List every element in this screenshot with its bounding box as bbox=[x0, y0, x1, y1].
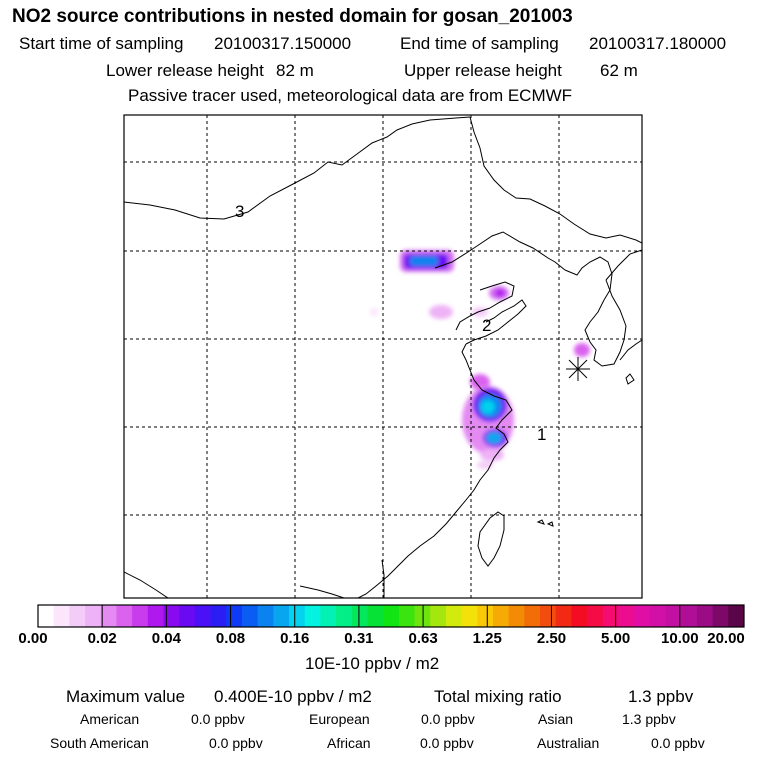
colorbar-swatch bbox=[445, 605, 463, 627]
colorbar-tick-label: 0.31 bbox=[344, 630, 374, 647]
colorbar-swatch bbox=[257, 605, 274, 627]
colorbar-swatch bbox=[398, 605, 416, 627]
region-name: South American bbox=[50, 735, 149, 751]
colorbar-swatch bbox=[681, 605, 698, 627]
marker-1: 1 bbox=[537, 425, 546, 444]
start-time-value: 20100317.150000 bbox=[214, 34, 352, 53]
colorbar-swatch bbox=[210, 605, 227, 627]
colorbar-swatch bbox=[179, 605, 196, 627]
colorbar-tick-label: 2.50 bbox=[536, 630, 567, 647]
map-frame bbox=[123, 114, 643, 599]
colorbar-swatch bbox=[602, 605, 619, 627]
total-mixing-value: 1.3 ppbv bbox=[628, 687, 694, 706]
colorbar bbox=[37, 604, 745, 628]
colorbar-swatch bbox=[38, 605, 55, 627]
grid-lines bbox=[124, 115, 642, 598]
max-value: 0.400E-10 ppbv / m2 bbox=[214, 687, 372, 706]
colorbar-swatch bbox=[304, 605, 321, 627]
colorbar-swatch bbox=[555, 605, 572, 627]
colorbar-swatch bbox=[649, 605, 667, 627]
colorbar-tick-label: 0.02 bbox=[87, 630, 117, 647]
region-value: 0.0 ppbv bbox=[420, 735, 474, 751]
start-time-label: Start time of sampling bbox=[19, 34, 184, 53]
region-value: 0.0 ppbv bbox=[209, 735, 263, 751]
colorbar-swatch bbox=[194, 605, 212, 627]
marker-3: 3 bbox=[235, 202, 244, 221]
colorbar-swatch bbox=[634, 605, 651, 627]
colorbar-tick-label: 0.00 bbox=[18, 630, 48, 647]
colorbar-swatch bbox=[69, 605, 86, 627]
colorbar-swatch bbox=[116, 605, 133, 627]
colorbar-frame bbox=[37, 604, 745, 628]
colorbar-swatch bbox=[147, 605, 165, 627]
region-name: Asian bbox=[538, 711, 574, 727]
colorbar-swatch bbox=[587, 605, 604, 627]
colorbar-swatch bbox=[351, 605, 368, 627]
colorbar-swatch bbox=[477, 605, 494, 627]
colorbar-swatch bbox=[53, 605, 70, 627]
max-value-label: Maximum value bbox=[66, 687, 186, 706]
colorbar-swatch bbox=[728, 605, 745, 627]
colorbar-swatch bbox=[132, 605, 149, 627]
colorbar-swatch bbox=[336, 605, 353, 627]
upper-height-label: Upper release height bbox=[404, 61, 562, 80]
marker-2: 2 bbox=[482, 316, 491, 335]
colorbar-swatch bbox=[696, 605, 714, 627]
colorbar-tick-label: 0.08 bbox=[215, 630, 246, 647]
colorbar-tick-label: 5.00 bbox=[601, 630, 631, 647]
colorbar-swatch bbox=[492, 605, 510, 627]
lower-height-value: 82 m bbox=[276, 61, 314, 80]
colorbar-swatch bbox=[461, 605, 478, 627]
colorbar-swatch bbox=[571, 605, 588, 627]
tracer-note: Passive tracer used, meteorological data… bbox=[128, 86, 573, 105]
colorbar-unit: 10E-10 ppbv / m2 bbox=[305, 654, 440, 673]
colorbar-swatch bbox=[524, 605, 541, 627]
concentration-field bbox=[370, 250, 590, 469]
colorbar-swatch bbox=[289, 605, 306, 627]
colorbar-swatch bbox=[618, 605, 635, 627]
colorbar-swatch bbox=[712, 605, 729, 627]
region-name: African bbox=[327, 735, 371, 751]
colorbar-swatch bbox=[320, 605, 337, 627]
region-name: European bbox=[309, 711, 370, 727]
chart-title: NO2 source contributions in nested domai… bbox=[12, 6, 573, 27]
lower-height-label: Lower release height bbox=[106, 61, 264, 80]
colorbar-swatch bbox=[508, 605, 525, 627]
region-name: Australian bbox=[537, 735, 600, 751]
receptor-star-icon bbox=[566, 357, 590, 381]
region-name: American bbox=[80, 711, 140, 727]
colorbar-swatch bbox=[430, 605, 447, 627]
colorbar-swatch bbox=[85, 605, 102, 627]
colorbar-tick-label: 1.25 bbox=[472, 630, 502, 647]
colorbar-swatch bbox=[100, 605, 117, 627]
region-value: 1.3 ppbv bbox=[622, 711, 676, 727]
colorbar-tick-label: 0.04 bbox=[151, 630, 181, 647]
colorbar-swatch bbox=[273, 605, 290, 627]
colorbar-swatch bbox=[540, 605, 557, 627]
colorbar-tick-label: 0.63 bbox=[408, 630, 438, 647]
total-mixing-label: Total mixing ratio bbox=[434, 687, 562, 706]
region-value: 0.0 ppbv bbox=[191, 711, 245, 727]
colorbar-swatch bbox=[367, 605, 384, 627]
end-time-value: 20100317.180000 bbox=[589, 34, 727, 53]
region-value: 0.0 ppbv bbox=[651, 735, 705, 751]
region-value: 0.0 ppbv bbox=[421, 711, 475, 727]
colorbar-swatch bbox=[665, 605, 682, 627]
colorbar-tick-label: 0.16 bbox=[280, 630, 310, 647]
colorbar-swatch bbox=[383, 605, 400, 627]
colorbar-swatch bbox=[163, 605, 180, 627]
colorbar-swatch bbox=[226, 605, 243, 627]
colorbar-swatch bbox=[241, 605, 259, 627]
upper-height-value: 62 m bbox=[600, 61, 638, 80]
end-time-label: End time of sampling bbox=[400, 34, 559, 53]
coastlines bbox=[124, 116, 642, 598]
colorbar-tick-label: 20.00 bbox=[707, 630, 745, 647]
colorbar-tick-label: 10.00 bbox=[661, 630, 699, 647]
